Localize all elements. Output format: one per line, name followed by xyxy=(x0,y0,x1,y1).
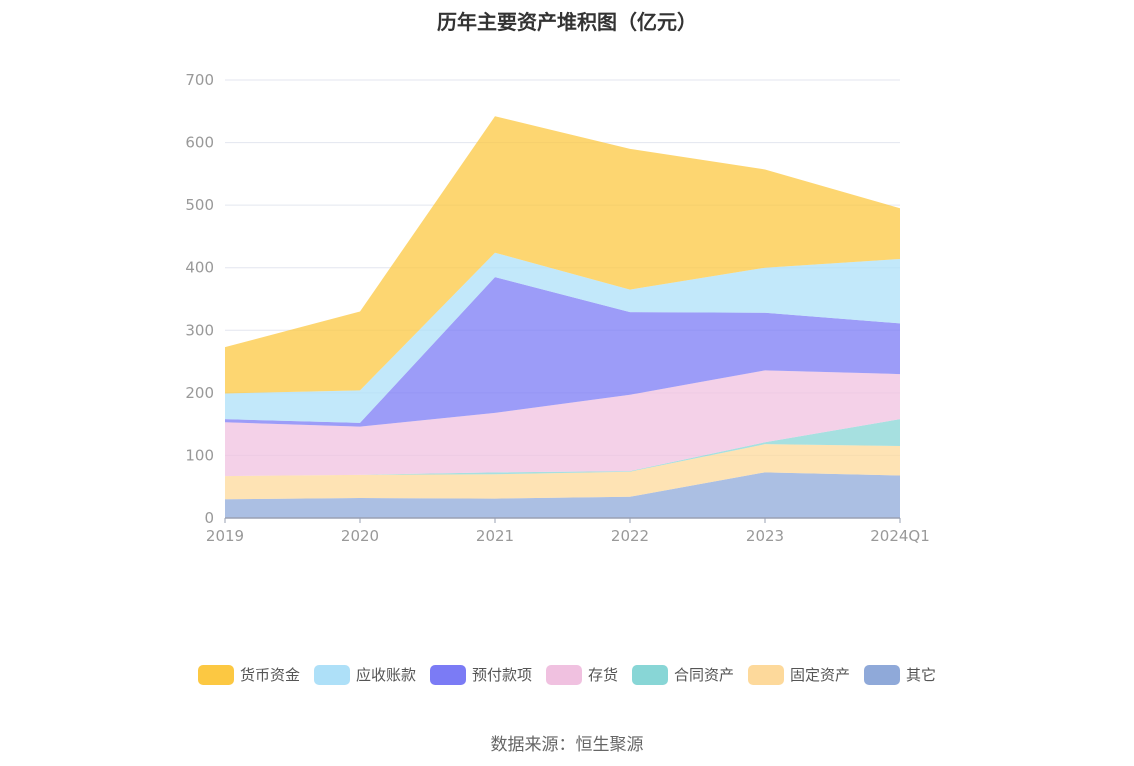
y-tick-label: 0 xyxy=(204,509,214,527)
legend-item[interactable]: 合同资产 xyxy=(632,664,734,685)
source-note: 数据来源：恒生聚源 xyxy=(490,735,644,755)
y-tick-label: 100 xyxy=(185,446,214,464)
y-tick-label: 400 xyxy=(185,259,214,277)
legend-item[interactable]: 预付款项 xyxy=(429,664,532,685)
legend-label: 存货 xyxy=(587,666,618,684)
series-areas xyxy=(225,116,900,518)
x-tick-label: 2019 xyxy=(206,527,244,545)
y-tick-label: 600 xyxy=(185,134,214,152)
legend-swatch xyxy=(864,664,901,685)
x-tick-label: 2024Q1 xyxy=(870,527,930,545)
legend-swatch xyxy=(197,664,234,685)
legend-swatch xyxy=(313,664,350,685)
legend-label: 合同资产 xyxy=(674,666,735,684)
legend-label: 货币资金 xyxy=(239,666,300,684)
series-area-6 xyxy=(225,116,900,394)
y-tick-label: 300 xyxy=(185,321,214,339)
legend-item[interactable]: 固定资产 xyxy=(748,664,850,685)
series-area-1 xyxy=(225,444,900,500)
series-area-4 xyxy=(225,277,900,427)
tick-labels: 0 100 200 300 400 500 600 700 2019 2020 2021 2022 20… xyxy=(185,71,929,545)
x-tick-label: 2020 xyxy=(341,527,379,545)
y-tick-label: 200 xyxy=(185,384,214,402)
chart-title: 历年主要资产堆积图（亿元） xyxy=(437,10,697,34)
legend-swatch xyxy=(545,664,582,685)
legend-swatch xyxy=(748,664,785,685)
legend-label: 预付款项 xyxy=(471,666,532,684)
legend: 货币资金 应收账款 预付款项 存货 合同资产 固定资产 其它 xyxy=(0,664,1134,685)
legend-label: 固定资产 xyxy=(790,666,851,684)
x-tick-label: 2022 xyxy=(611,527,649,545)
legend-label: 应收账款 xyxy=(355,666,416,684)
axes xyxy=(224,517,901,523)
legend-item[interactable]: 应收账款 xyxy=(313,664,416,685)
y-tick-label: 700 xyxy=(185,71,214,89)
x-tick-label: 2021 xyxy=(476,527,514,545)
series-area-3 xyxy=(225,370,900,477)
legend-item[interactable]: 存货 xyxy=(545,664,618,685)
legend-item[interactable]: 货币资金 xyxy=(197,664,300,685)
series-area-0 xyxy=(225,472,900,518)
y-tick-label: 500 xyxy=(185,196,214,214)
legend-label: 其它 xyxy=(906,666,937,684)
series-area-5 xyxy=(225,252,900,423)
legend-swatch xyxy=(429,664,466,685)
legend-item[interactable]: 其它 xyxy=(864,664,936,685)
x-tick-label: 2023 xyxy=(746,527,784,545)
legend-swatch xyxy=(632,664,668,685)
